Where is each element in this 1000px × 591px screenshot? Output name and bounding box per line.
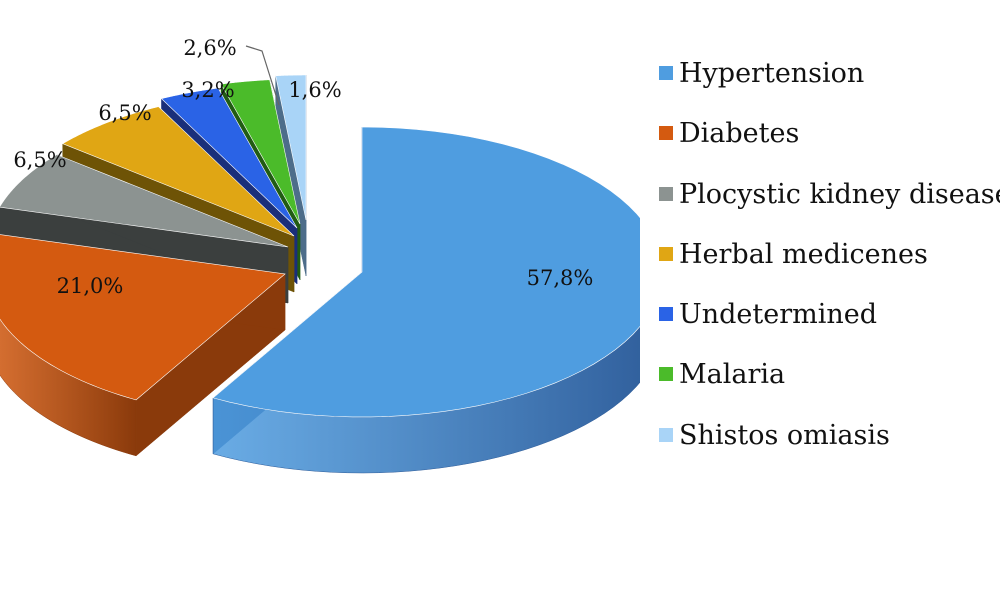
legend: Hypertension Diabetes Plocystic kidney d… (659, 56, 1000, 478)
data-labels: 57,8% 21,0% 6,5% 6,5% 3,2% 2,6% 1,6% (13, 36, 593, 298)
legend-swatch (659, 186, 673, 201)
legend-label: Shistos omiasis (679, 419, 890, 451)
pie-chart: 57,8% 21,0% 6,5% 6,5% 3,2% 2,6% 1,6% (0, 36, 640, 474)
legend-label: Herbal medicenes (679, 238, 928, 270)
legend-label: Diabetes (679, 118, 800, 150)
data-label: 6,5% (13, 148, 66, 172)
legend-item: Diabetes (659, 116, 1000, 176)
legend-item: Hypertension (659, 56, 1000, 116)
legend-label: Malaria (679, 359, 786, 391)
legend-label: Plocystic kidney disease (679, 178, 1000, 210)
legend-item: Undetermined (659, 297, 1000, 357)
legend-item: Shistos omiasis (659, 418, 1000, 478)
pie-slice-top (62, 106, 295, 237)
pie-slice (0, 234, 286, 457)
legend-label: Undetermined (679, 299, 878, 331)
legend-swatch (659, 66, 673, 80)
leader-line (245, 45, 280, 106)
data-label: 21,0% (57, 274, 124, 298)
pie-slice-top (160, 87, 298, 229)
legend-swatch (659, 427, 673, 442)
legend-swatch (659, 367, 673, 382)
pie-slice-top (220, 79, 301, 225)
data-label: 57,8% (527, 266, 594, 290)
legend-swatch (659, 307, 673, 322)
pie-slices (0, 74, 640, 474)
data-label: 1,6% (288, 78, 341, 102)
pie-slice (212, 126, 640, 474)
legend-label: Hypertension (679, 58, 865, 89)
legend-swatch (659, 126, 673, 141)
legend-item: Herbal medicenes (659, 237, 1000, 297)
legend-swatch (659, 246, 673, 261)
pie-slice-top (0, 234, 286, 401)
legend-item: Malaria (659, 357, 1000, 417)
data-label: 6,5% (98, 101, 151, 125)
pie-slice-top (0, 154, 289, 248)
pie-slice-top (212, 126, 640, 418)
pie-slice-top (275, 74, 307, 221)
data-label: 3,2% (181, 78, 234, 102)
data-label: 2,6% (183, 36, 236, 60)
legend-item: Plocystic kidney disease (659, 177, 1000, 237)
